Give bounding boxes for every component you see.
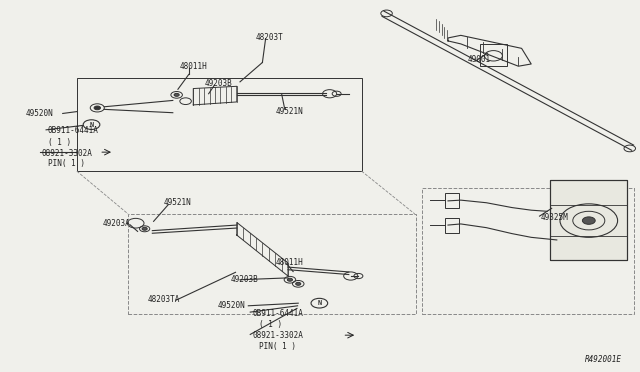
Text: N: N xyxy=(90,122,93,128)
Text: PIN( 1 ): PIN( 1 ) xyxy=(259,342,296,351)
Text: 08921-3302A: 08921-3302A xyxy=(253,331,303,340)
Text: 48011H: 48011H xyxy=(275,258,303,267)
Text: ( 1 ): ( 1 ) xyxy=(48,138,71,147)
Text: 48011H: 48011H xyxy=(179,62,207,71)
Bar xyxy=(422,188,634,314)
Text: 49521N: 49521N xyxy=(163,198,191,207)
Text: 49325M: 49325M xyxy=(541,213,568,222)
Bar xyxy=(550,180,627,260)
Text: 49520N: 49520N xyxy=(26,109,53,118)
Text: 49203B: 49203B xyxy=(205,79,232,88)
Text: 0B911-6441A: 0B911-6441A xyxy=(48,126,99,135)
Text: PIN( 1 ): PIN( 1 ) xyxy=(48,159,85,168)
Bar xyxy=(480,44,507,66)
Circle shape xyxy=(174,93,179,96)
Text: 49520N: 49520N xyxy=(218,301,245,310)
Circle shape xyxy=(296,282,301,285)
Bar xyxy=(77,78,362,171)
Bar xyxy=(445,193,459,208)
Text: 49001: 49001 xyxy=(467,55,490,64)
Circle shape xyxy=(287,278,292,281)
Bar xyxy=(445,218,459,232)
Text: R492001E: R492001E xyxy=(585,355,622,364)
Circle shape xyxy=(582,217,595,224)
Bar xyxy=(128,214,416,314)
Text: ( 1 ): ( 1 ) xyxy=(259,320,282,329)
Text: 48203T: 48203T xyxy=(256,33,284,42)
Text: 49203A: 49203A xyxy=(102,219,130,228)
Text: N: N xyxy=(317,300,321,306)
Circle shape xyxy=(142,227,147,230)
Bar xyxy=(550,180,627,260)
Text: 49521N: 49521N xyxy=(275,107,303,116)
Text: 08921-3302A: 08921-3302A xyxy=(42,149,92,158)
Circle shape xyxy=(94,106,100,110)
Text: 49203B: 49203B xyxy=(230,275,258,283)
Text: 0B911-6441A: 0B911-6441A xyxy=(253,309,303,318)
Text: 48203TA: 48203TA xyxy=(147,295,180,304)
